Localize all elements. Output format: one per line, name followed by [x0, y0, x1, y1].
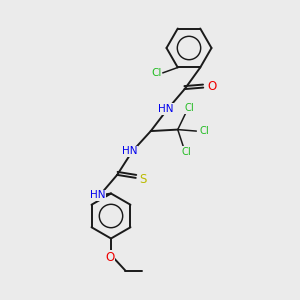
- Text: Cl: Cl: [199, 126, 209, 136]
- Text: Cl: Cl: [185, 103, 195, 113]
- Text: HN: HN: [122, 146, 137, 157]
- Text: S: S: [140, 172, 147, 186]
- Text: O: O: [105, 251, 114, 264]
- Text: Cl: Cl: [151, 68, 161, 78]
- Text: HN: HN: [158, 104, 173, 114]
- Text: O: O: [207, 80, 216, 93]
- Text: Cl: Cl: [181, 147, 191, 157]
- Text: HN: HN: [90, 190, 105, 200]
